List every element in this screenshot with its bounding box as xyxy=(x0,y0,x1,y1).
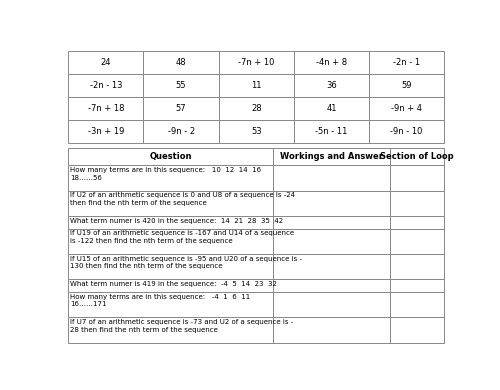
Text: 28: 28 xyxy=(251,104,262,113)
Text: -9n - 10: -9n - 10 xyxy=(390,127,423,136)
Bar xyxy=(218,97,294,120)
Text: -2n - 1: -2n - 1 xyxy=(393,58,420,67)
Bar xyxy=(68,317,273,342)
Bar xyxy=(390,191,444,216)
Text: Question: Question xyxy=(150,152,192,161)
Text: If U15 of an arithmetic sequence is -95 and U20 of a sequence is -
130 then find: If U15 of an arithmetic sequence is -95 … xyxy=(70,256,302,269)
Bar xyxy=(68,148,273,165)
Text: If U19 of an arithmetic sequence is -167 and U14 of a sequence
is -122 then find: If U19 of an arithmetic sequence is -167… xyxy=(70,230,294,244)
Bar xyxy=(390,216,444,229)
Bar xyxy=(68,191,273,216)
Bar xyxy=(273,279,390,292)
Text: 41: 41 xyxy=(326,104,336,113)
Bar xyxy=(218,74,294,97)
Bar xyxy=(68,229,273,254)
Text: -4n + 8: -4n + 8 xyxy=(316,58,347,67)
Bar xyxy=(68,51,144,74)
Text: 53: 53 xyxy=(251,127,262,136)
Bar xyxy=(390,292,444,317)
Text: -2n - 13: -2n - 13 xyxy=(90,81,122,90)
Text: -9n + 4: -9n + 4 xyxy=(391,104,422,113)
Text: How many terms are in this sequence:   10  12  14  16
18……56: How many terms are in this sequence: 10 … xyxy=(70,167,261,181)
Text: -5n - 11: -5n - 11 xyxy=(315,127,348,136)
Bar xyxy=(144,74,218,97)
Bar xyxy=(369,51,444,74)
Bar xyxy=(273,148,390,165)
Bar xyxy=(68,165,273,191)
Bar xyxy=(68,279,273,292)
Bar xyxy=(273,165,390,191)
Bar xyxy=(273,229,390,254)
Bar xyxy=(369,97,444,120)
Bar xyxy=(68,292,273,317)
Text: 36: 36 xyxy=(326,81,337,90)
Text: -7n + 18: -7n + 18 xyxy=(88,104,124,113)
Bar xyxy=(273,292,390,317)
Bar xyxy=(273,216,390,229)
Bar xyxy=(68,74,144,97)
Text: Workings and Answer: Workings and Answer xyxy=(280,152,383,161)
Bar xyxy=(273,191,390,216)
Text: 48: 48 xyxy=(176,58,186,67)
Text: 11: 11 xyxy=(251,81,262,90)
Text: 24: 24 xyxy=(100,58,111,67)
Text: -7n + 10: -7n + 10 xyxy=(238,58,275,67)
Text: 59: 59 xyxy=(402,81,412,90)
Bar xyxy=(68,254,273,279)
Bar xyxy=(273,317,390,342)
Text: If U7 of an arithmetic sequence is -73 and U2 of a sequence is -
28 then find th: If U7 of an arithmetic sequence is -73 a… xyxy=(70,319,293,333)
Bar xyxy=(68,120,144,143)
Bar xyxy=(218,51,294,74)
Text: If U2 of an arithmetic sequence is 0 and U8 of a sequence is -24
then find the n: If U2 of an arithmetic sequence is 0 and… xyxy=(70,192,295,206)
Text: 57: 57 xyxy=(176,104,186,113)
Bar xyxy=(144,51,218,74)
Bar xyxy=(218,120,294,143)
Bar xyxy=(294,51,369,74)
Bar xyxy=(294,120,369,143)
Bar xyxy=(390,148,444,165)
Text: -9n - 2: -9n - 2 xyxy=(168,127,194,136)
Bar xyxy=(390,279,444,292)
Bar xyxy=(294,97,369,120)
Text: What term numer is 420 in the sequence:  14  21  28  35  42: What term numer is 420 in the sequence: … xyxy=(70,218,283,224)
Text: Section of Loop: Section of Loop xyxy=(380,152,454,161)
Bar xyxy=(369,74,444,97)
Bar xyxy=(68,216,273,229)
Bar xyxy=(390,317,444,342)
Bar xyxy=(144,120,218,143)
Bar xyxy=(390,229,444,254)
Text: 55: 55 xyxy=(176,81,186,90)
Bar xyxy=(390,254,444,279)
Bar xyxy=(390,165,444,191)
Bar xyxy=(144,97,218,120)
Bar xyxy=(369,120,444,143)
Bar xyxy=(294,74,369,97)
Bar xyxy=(68,97,144,120)
Text: How many terms are in this sequence:   -4  1  6  11
16……171: How many terms are in this sequence: -4 … xyxy=(70,294,250,307)
Bar xyxy=(273,254,390,279)
Text: -3n + 19: -3n + 19 xyxy=(88,127,124,136)
Text: What term numer is 419 in the sequence:  -4  5  14  23  32: What term numer is 419 in the sequence: … xyxy=(70,281,276,287)
